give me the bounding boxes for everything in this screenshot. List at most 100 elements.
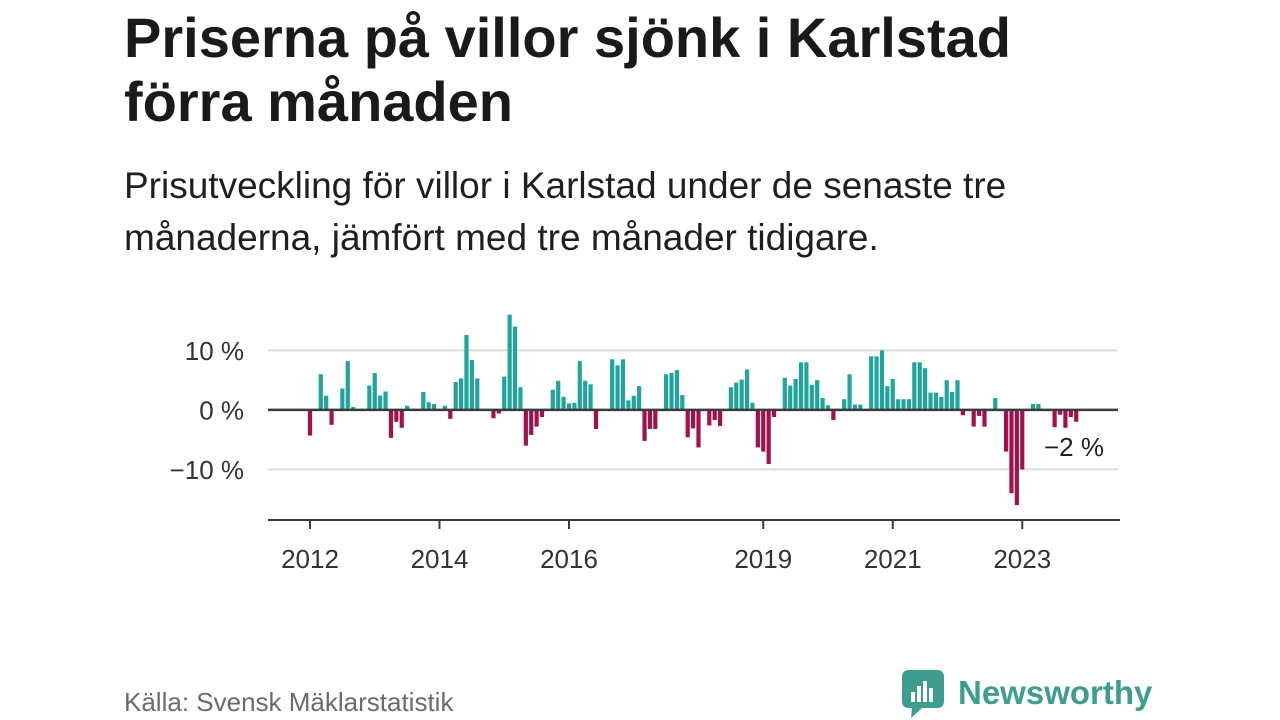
bar-decrease: [1009, 409, 1014, 494]
chart-title: Priserna på villor sjönk i Karlstad förr…: [124, 6, 1012, 133]
bar-increase: [566, 403, 572, 410]
bar-increase: [620, 359, 626, 410]
bar-increase: [852, 404, 858, 410]
bar-decrease: [1052, 409, 1057, 428]
bar-increase: [804, 362, 809, 410]
bar-increase: [939, 396, 944, 410]
bar-increase: [728, 387, 733, 410]
bar-increase: [475, 378, 480, 410]
bar-increase: [809, 384, 814, 410]
x-tick-label: 2021: [864, 544, 922, 574]
bar-decrease: [771, 409, 777, 418]
bar-decrease: [982, 409, 987, 427]
bar-increase: [1036, 403, 1041, 410]
bar-increase: [750, 402, 755, 410]
bars: [307, 314, 1079, 506]
bar-increase: [626, 400, 631, 410]
bar-increase: [944, 380, 949, 410]
y-tick-label: 10 %: [185, 336, 244, 366]
bar-decrease: [1003, 409, 1009, 452]
bar-increase: [869, 356, 874, 410]
bar-decrease: [534, 409, 539, 427]
x-tick-label: 2023: [993, 544, 1051, 574]
bar-decrease: [307, 409, 313, 436]
bar-increase: [744, 369, 750, 410]
last-value-annotation: −2 %: [1044, 432, 1104, 462]
bar-decrease: [1063, 409, 1068, 428]
bar-decrease: [960, 409, 965, 416]
bar-decrease: [642, 409, 647, 441]
bar-increase: [874, 356, 879, 410]
bar-decrease: [1068, 409, 1073, 418]
bar-increase: [788, 385, 793, 410]
x-tick-label: 2014: [411, 544, 469, 574]
bar-decrease: [1014, 409, 1019, 506]
bar-decrease: [761, 409, 766, 452]
bar-decrease: [448, 409, 453, 419]
bar-decrease: [539, 409, 545, 418]
bar-increase: [502, 376, 507, 410]
bar-decrease: [496, 409, 501, 414]
bar-increase: [917, 362, 922, 410]
bar-increase: [507, 314, 512, 410]
bar-increase: [550, 389, 555, 410]
bar-decrease: [755, 409, 760, 448]
bar-increase: [572, 402, 577, 410]
chart-subtitle: Prisutveckling för villor i Karlstad und…: [124, 165, 1007, 258]
bar-increase: [901, 399, 906, 410]
bar-decrease: [831, 409, 836, 421]
bar-decrease: [529, 409, 534, 435]
bar-increase: [442, 405, 447, 410]
bar-increase: [561, 396, 566, 410]
bar-increase: [798, 362, 804, 410]
axes: 10 % 0 % −10 % 2012 2014 2016 2019 2021 2023: [170, 336, 1120, 574]
bar-increase: [669, 373, 674, 410]
bar-increase: [583, 380, 588, 410]
bar-increase: [993, 398, 998, 410]
source-note: Källa: Svensk Mäklarstatistik: [124, 687, 454, 717]
bar-increase: [734, 382, 739, 410]
bar-increase: [928, 392, 933, 410]
bar-decrease: [717, 409, 723, 426]
bar-increase: [610, 359, 615, 410]
bar-decrease: [712, 409, 717, 421]
bar-increase: [372, 373, 377, 410]
bar-increase: [825, 405, 831, 410]
bar-increase: [340, 388, 345, 410]
bar-decrease: [971, 409, 976, 427]
bar-decrease: [394, 409, 399, 422]
bar-increase: [637, 386, 642, 410]
x-tick-label: 2016: [540, 544, 598, 574]
bar-increase: [458, 378, 464, 410]
newsworthy-logo-icon: [902, 670, 944, 718]
bar-decrease: [696, 409, 701, 448]
bar-decrease: [653, 409, 658, 429]
bar-increase: [782, 377, 787, 410]
bar-decrease: [1074, 409, 1079, 422]
bar-increase: [923, 368, 928, 410]
bar-decrease: [691, 409, 696, 429]
brand-logo: Newsworthy: [902, 670, 1154, 718]
brand-name: Newsworthy: [958, 674, 1153, 711]
bar-increase: [556, 380, 561, 410]
bar-increase: [820, 398, 825, 410]
bar-increase: [842, 399, 847, 410]
x-tick-label: 2019: [734, 544, 792, 574]
bar-increase: [950, 392, 955, 410]
bar-decrease: [329, 409, 334, 425]
bar-increase: [351, 406, 356, 410]
y-tick-label: −10 %: [170, 455, 244, 485]
bar-increase: [383, 391, 388, 410]
bar-increase: [815, 380, 820, 410]
bar-increase: [318, 374, 323, 410]
y-tick-label: 0 %: [199, 395, 244, 425]
bar-increase: [577, 361, 582, 410]
bar-increase: [464, 334, 469, 410]
bar-increase: [324, 395, 329, 410]
bar-increase: [615, 365, 620, 410]
bar-increase: [426, 402, 431, 410]
bar-increase: [421, 392, 426, 410]
bar-increase: [1030, 403, 1036, 410]
bar-increase: [469, 359, 474, 410]
bar-increase: [680, 395, 685, 410]
